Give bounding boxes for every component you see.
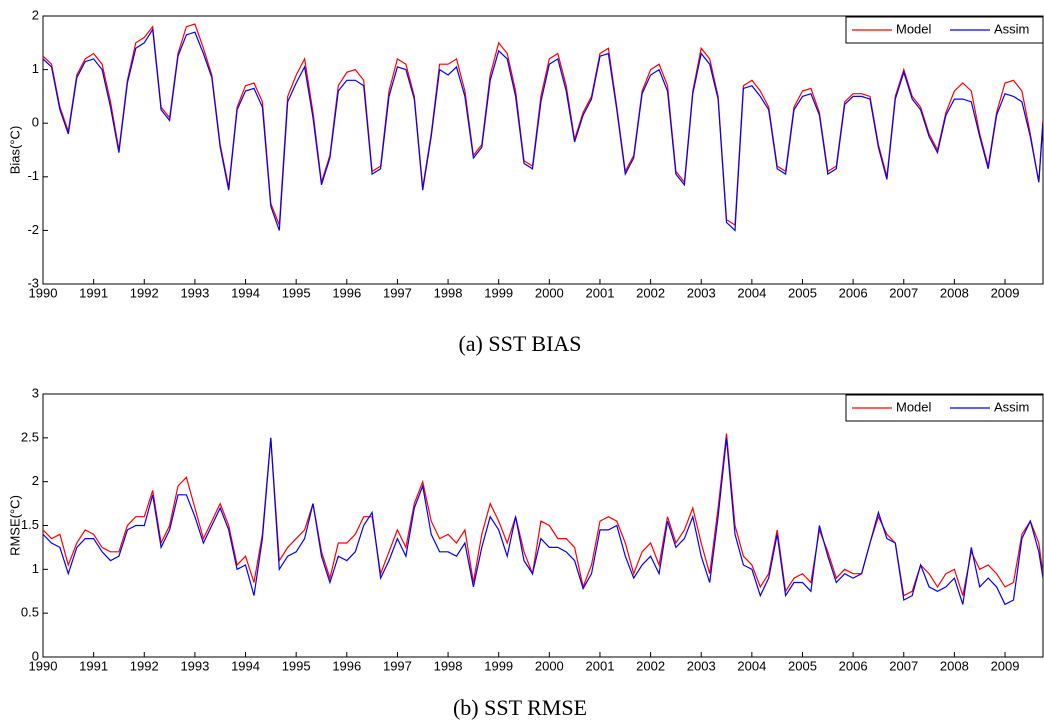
x-tick-label: 2002 bbox=[636, 285, 665, 300]
x-tick-label: 1991 bbox=[79, 285, 108, 300]
x-tick-label: 1997 bbox=[383, 285, 412, 300]
x-tick-label: 2003 bbox=[687, 658, 716, 673]
legend-text: Assim bbox=[994, 21, 1029, 36]
x-tick-label: 2008 bbox=[940, 285, 969, 300]
y-tick-label: 1 bbox=[32, 61, 39, 76]
y-tick-label: -3 bbox=[27, 275, 39, 290]
data-line bbox=[43, 437, 1043, 606]
y-tick-label: 0.5 bbox=[21, 605, 39, 620]
x-tick-label: 1995 bbox=[282, 285, 311, 300]
lines bbox=[43, 433, 1043, 606]
legend-text: Model bbox=[896, 21, 932, 36]
x-tick-label: 1992 bbox=[130, 285, 159, 300]
x-tick-label: 2002 bbox=[636, 658, 665, 673]
plot-frame bbox=[42, 15, 1044, 285]
x-tick-label: 1998 bbox=[434, 658, 463, 673]
y-tick-label: 0 bbox=[32, 115, 39, 130]
x-tick-label: 1994 bbox=[231, 658, 260, 673]
x-tick-label: 1994 bbox=[231, 285, 260, 300]
x-tick-label: 2003 bbox=[687, 285, 716, 300]
y-tick-label: 2.5 bbox=[21, 429, 39, 444]
x-tick-label: 2001 bbox=[586, 285, 615, 300]
y-tick-label: 2 bbox=[32, 7, 39, 22]
y-tick-label: 1 bbox=[32, 561, 39, 576]
x-tick-label: 1992 bbox=[130, 658, 159, 673]
x-tick-label: 1991 bbox=[79, 658, 108, 673]
legend: Model Assim bbox=[845, 16, 1044, 44]
data-line bbox=[43, 433, 1043, 597]
x-tick-label: 2006 bbox=[839, 285, 868, 300]
x-tick-label: 2000 bbox=[535, 658, 564, 673]
y-tick-label: 1.5 bbox=[21, 517, 39, 532]
x-tick-label: 1993 bbox=[180, 658, 209, 673]
subplot: -3 -2 -1 0 1 2 1990 1991 1992 1993 1994 1995 1996 199… bbox=[7, 7, 1044, 356]
data-line bbox=[43, 23, 1043, 227]
x-tick-label: 1996 bbox=[332, 285, 361, 300]
x-tick-label: 2009 bbox=[991, 285, 1020, 300]
x-tick-label: 2004 bbox=[737, 658, 766, 673]
x-tick-label: 1995 bbox=[282, 658, 311, 673]
legend-text: Model bbox=[896, 399, 932, 414]
x-tick-label: 1997 bbox=[383, 658, 412, 673]
x-tick-label: 2007 bbox=[889, 658, 918, 673]
x-tick-label: 1990 bbox=[29, 658, 58, 673]
caption: (b) SST RMSE bbox=[453, 695, 587, 720]
y-tick-label: -1 bbox=[27, 168, 39, 183]
y-tick-label: 0 bbox=[32, 648, 39, 663]
x-tick-label: 2007 bbox=[889, 285, 918, 300]
x-tick-label: 2009 bbox=[991, 658, 1020, 673]
x-tick-label: 2000 bbox=[535, 285, 564, 300]
x-tick-label: 2001 bbox=[586, 658, 615, 673]
y-axis-label: RMSE(°C) bbox=[7, 495, 22, 556]
x-tick-label: 1990 bbox=[29, 285, 58, 300]
plot-frame bbox=[42, 393, 1044, 658]
data-line bbox=[43, 27, 1043, 232]
x-tick-label: 1998 bbox=[434, 285, 463, 300]
legend-text: Assim bbox=[994, 399, 1029, 414]
y-axis-label: Bias(°C) bbox=[7, 126, 22, 175]
y-tick-label: 3 bbox=[32, 385, 39, 400]
x-tick-label: 1993 bbox=[180, 285, 209, 300]
x-tick-label: 1999 bbox=[484, 658, 513, 673]
x-tick-label: 2006 bbox=[839, 658, 868, 673]
lines bbox=[43, 23, 1043, 232]
y-tick-label: 2 bbox=[32, 473, 39, 488]
x-tick-label: 1999 bbox=[484, 285, 513, 300]
subplot: 0 0.5 1 1.5 2 2.5 3 1990 1991 1992 1993 1994 1995 199… bbox=[7, 385, 1044, 720]
y-tick-label: -2 bbox=[27, 222, 39, 237]
legend: Model Assim bbox=[845, 394, 1044, 422]
x-tick-label: 1996 bbox=[332, 658, 361, 673]
x-tick-label: 2005 bbox=[788, 285, 817, 300]
x-tick-label: 2005 bbox=[788, 658, 817, 673]
x-tick-label: 2008 bbox=[940, 658, 969, 673]
x-tick-label: 2004 bbox=[737, 285, 766, 300]
caption: (a) SST BIAS bbox=[458, 331, 581, 356]
